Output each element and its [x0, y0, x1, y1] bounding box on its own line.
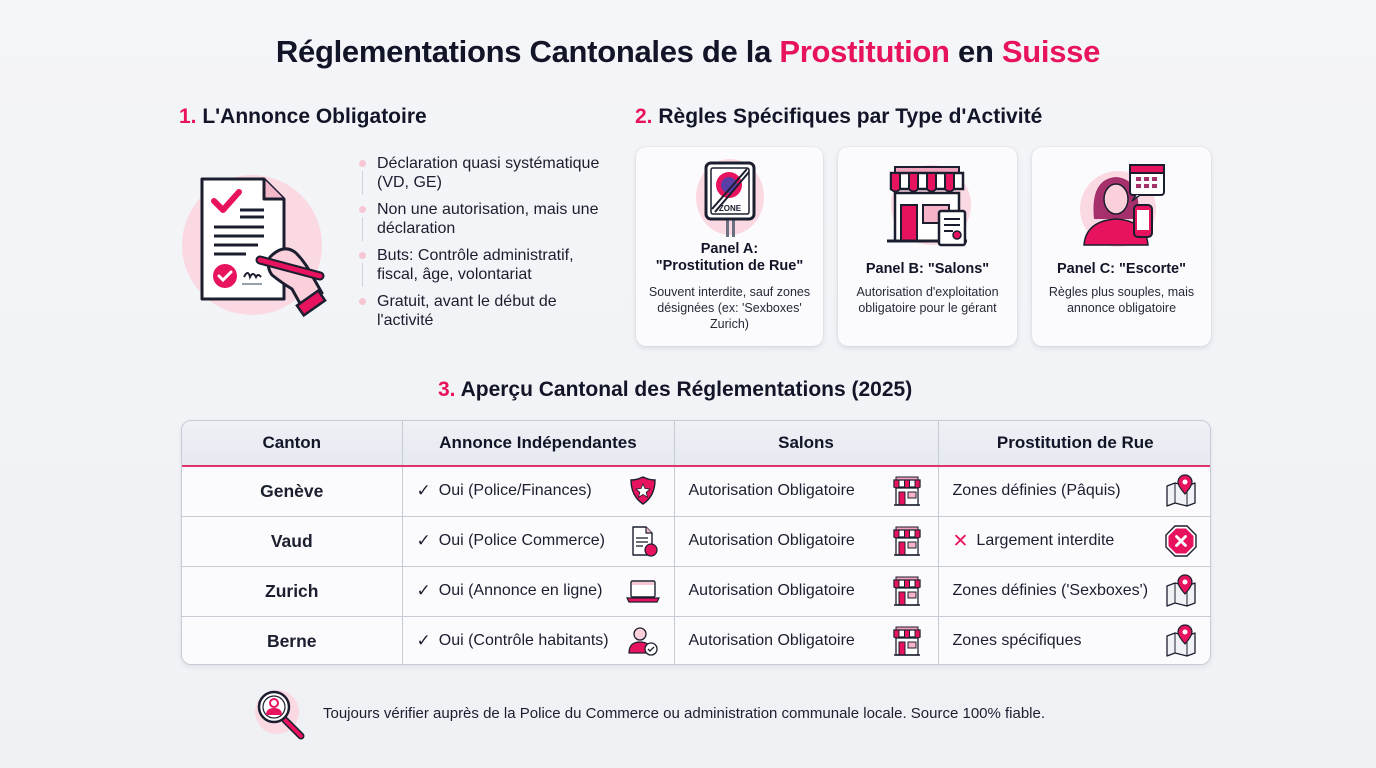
panel-c-description: Règles plus souples, mais annonce obliga… — [1048, 285, 1195, 315]
storefront-icon — [890, 624, 924, 658]
panel-b-card: Panel B: "Salons" Autorisation d'exploit… — [838, 147, 1017, 346]
check-icon: ✓ — [416, 581, 431, 600]
panel-b-description: Autorisation d'exploitation obligatoire … — [856, 285, 999, 315]
document-stamp-icon — [631, 526, 658, 557]
annonce-cell: ✓ Oui (Police Commerce) — [402, 516, 675, 567]
table-header-row: Canton Annonce Indépendantes Salons Pros… — [182, 421, 1210, 467]
check-icon: ✓ — [416, 531, 431, 550]
x-mark-icon: ✕ — [952, 530, 969, 552]
canton-cell: Berne — [182, 616, 403, 664]
stop-x-icon — [1165, 525, 1197, 557]
title-text: en — [949, 34, 1002, 69]
panel-a-description: Souvent interdite, sauf zones désignées … — [648, 285, 811, 331]
salons-cell: Autorisation Obligatoire — [674, 566, 939, 617]
annonce-cell: ✓ Oui (Annonce en ligne) — [402, 566, 675, 617]
bullet-dot — [359, 206, 366, 213]
police-badge-icon — [629, 476, 656, 506]
rue-cell: Zones définies ('Sexboxes') — [938, 566, 1210, 617]
column-header-canton: Canton — [182, 421, 403, 467]
footer-note: Toujours vérifier auprès de la Police du… — [323, 705, 1046, 722]
list-item: Gratuit, avant le début de l'activité — [356, 292, 606, 330]
svg-text:ZONE: ZONE — [718, 204, 741, 213]
section-3-heading: 3. Aperçu Cantonal des Réglementations (… — [438, 378, 913, 401]
page-title: Réglementations Cantonales de la Prostit… — [0, 34, 1376, 70]
document-signing-icon — [180, 165, 330, 325]
panel-b-title: Panel B: "Salons" — [865, 261, 990, 277]
bullet-dot — [359, 298, 366, 305]
map-pin-icon — [1164, 474, 1198, 508]
storefront-icon — [890, 524, 924, 558]
list-item: Buts: Contrôle administratif, fiscal, âg… — [356, 246, 606, 287]
table-row: Zurich ✓ Oui (Annonce en ligne) Autorisat… — [182, 566, 1210, 617]
table-row: Berne ✓ Oui (Contrôle habitants) Autorisa… — [182, 616, 1211, 665]
column-header-annonce: Annonce Indépendantes — [402, 421, 675, 467]
check-icon: ✓ — [416, 481, 431, 501]
title-text: Réglementations Cantonales de la — [275, 34, 780, 69]
table-row: Genève ✓ Oui (Police/Finances) Autorisati… — [182, 466, 1210, 517]
list-item: Non une autorisation, mais une déclarati… — [356, 200, 606, 241]
rue-cell: ✕ Largement interdite — [938, 516, 1210, 567]
canton-table: Canton Annonce Indépendantes Salons Pros… — [181, 420, 1211, 665]
rue-cell: Zones définies (Pâquis) — [938, 466, 1210, 517]
section-1-list: Déclaration quasi systématique (VD, GE) … — [356, 154, 606, 338]
column-header-salons: Salons — [674, 421, 939, 467]
canton-cell: Vaud — [182, 516, 403, 567]
panel-a-title: Panel A: "Prostitution de Rue" — [655, 241, 804, 274]
salons-cell: Autorisation Obligatoire — [674, 516, 939, 567]
title-accent-prostitution: Prostitution — [779, 34, 950, 69]
bullet-dot — [359, 160, 366, 167]
panel-c-title: Panel C: "Escorte" — [1057, 261, 1186, 277]
check-icon: ✓ — [416, 631, 431, 651]
table-row: Vaud ✓ Oui (Police Commerce) Autorisation… — [182, 516, 1210, 567]
bullet-dot — [359, 252, 366, 259]
storefront-icon — [890, 574, 924, 608]
salons-cell: Autorisation Obligatoire — [674, 466, 939, 517]
section-2-heading: 2. Règles Spécifiques par Type d'Activit… — [635, 105, 1043, 128]
section-1-heading: 1. L'Annonce Obligatoire — [179, 105, 427, 128]
zone-end-sign-icon: ZONE — [690, 159, 770, 239]
column-header-rue: Prostitution de Rue — [938, 421, 1210, 467]
panel-a-card: ZONE Panel A: "Prostitution de Rue" Souv… — [636, 147, 823, 346]
canton-cell: Zurich — [182, 566, 403, 617]
salons-cell: Autorisation Obligatoire — [674, 616, 939, 664]
user-check-icon — [627, 627, 658, 656]
annonce-cell: ✓ Oui (Police/Finances) — [402, 466, 675, 517]
panel-c-card: Panel C: "Escorte" Règles plus souples, … — [1032, 147, 1211, 346]
list-item: Déclaration quasi systématique (VD, GE) — [356, 154, 606, 195]
map-pin-icon — [1164, 574, 1198, 608]
magnifier-person-icon — [255, 688, 307, 740]
storefront-certificate-icon — [883, 161, 973, 251]
storefront-icon — [890, 474, 924, 508]
rue-cell: Zones spécifiques — [938, 616, 1211, 665]
woman-phone-calendar-icon — [1076, 159, 1168, 251]
title-accent-suisse: Suisse — [1001, 34, 1101, 69]
map-pin-icon — [1164, 624, 1198, 658]
laptop-icon — [625, 580, 660, 603]
canton-cell: Genève — [182, 466, 403, 517]
annonce-cell: ✓ Oui (Contrôle habitants) — [402, 616, 675, 664]
